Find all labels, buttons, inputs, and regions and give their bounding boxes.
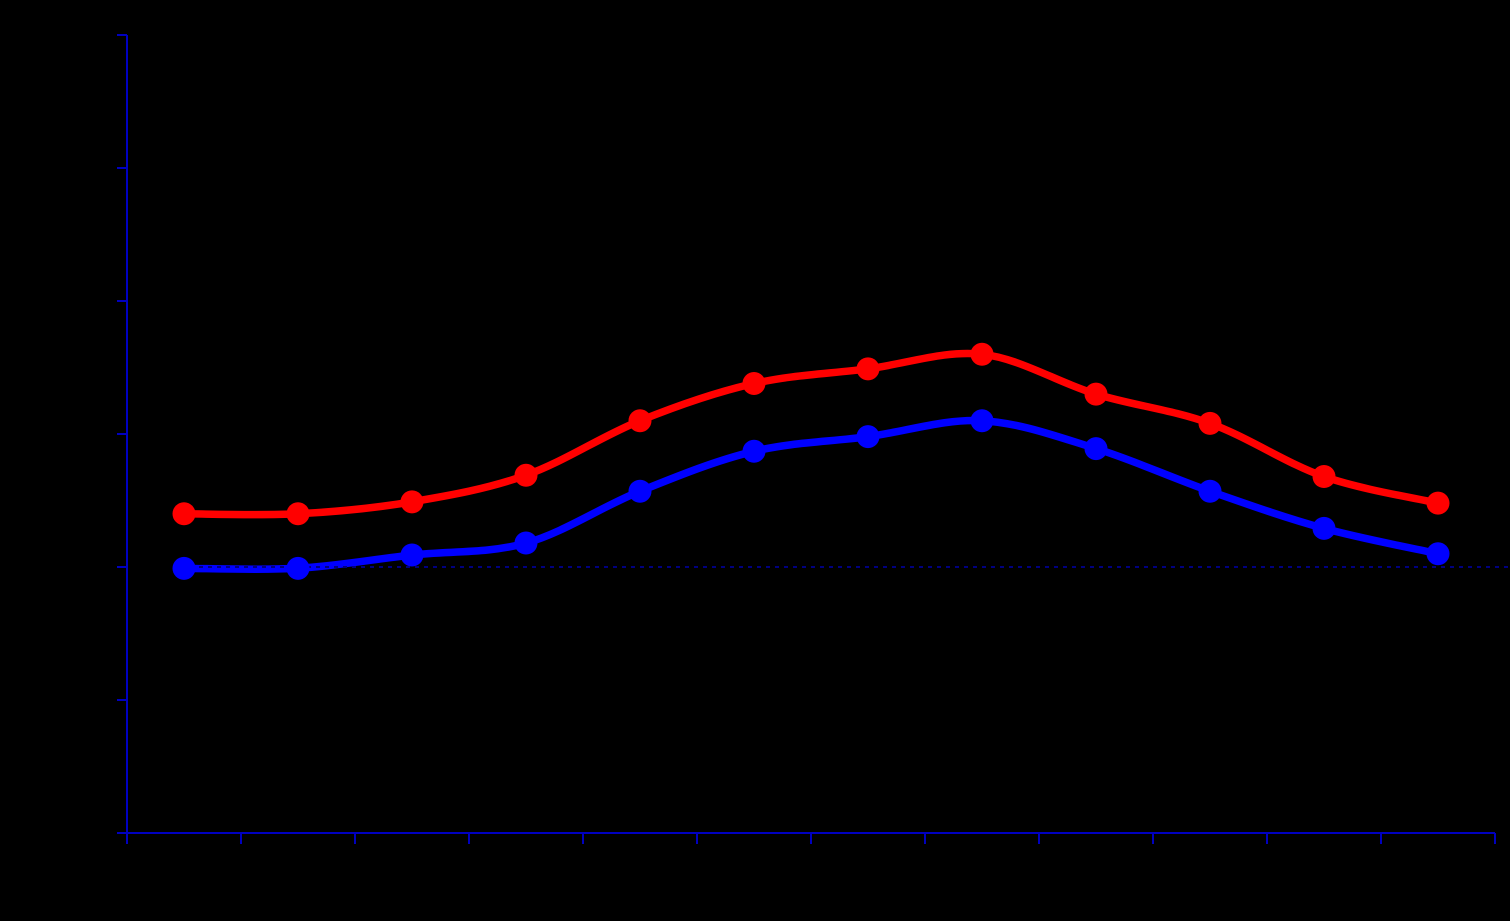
red-series-marker xyxy=(1198,411,1222,435)
blue-series-marker xyxy=(400,543,424,567)
red-series-marker xyxy=(400,490,424,514)
blue-series-marker xyxy=(514,531,538,555)
red-series-marker xyxy=(286,502,310,526)
blue-series-marker xyxy=(286,556,310,580)
red-series-marker xyxy=(1426,491,1450,515)
red-series-marker xyxy=(1084,382,1108,406)
blue-series-marker xyxy=(1312,516,1336,540)
red-series-marker xyxy=(628,409,652,433)
red-series-marker xyxy=(1312,465,1336,489)
red-series-marker xyxy=(856,357,880,381)
red-series-marker xyxy=(742,371,766,395)
blue-series-marker xyxy=(856,425,880,449)
blue-series-marker xyxy=(742,439,766,463)
red-series-line xyxy=(180,349,1442,519)
blue-series-marker xyxy=(1084,437,1108,461)
red-series-marker xyxy=(172,502,196,526)
blue-series-marker xyxy=(1198,479,1222,503)
red-series-marker xyxy=(514,463,538,487)
blue-series-marker xyxy=(970,409,994,433)
blue-series-marker xyxy=(628,479,652,503)
blue-series-marker xyxy=(172,556,196,580)
red-series-marker xyxy=(970,342,994,366)
blue-series-marker xyxy=(1426,542,1450,566)
